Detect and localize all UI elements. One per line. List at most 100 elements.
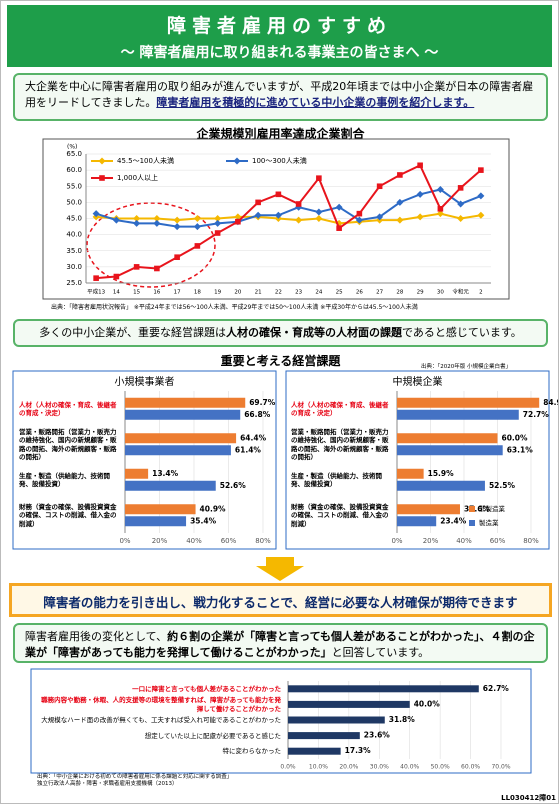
point-box: 多くの中小企業が、重要な経営課題は人材の確保・育成等の人材面の課題であると感じて… (13, 319, 548, 347)
point (235, 218, 241, 225)
point (173, 223, 181, 231)
x-tick-label: 29 (417, 290, 424, 296)
category-label: 財務（資金の確保、設備投資資金の確保、コストの削減、借入金の削減） (19, 503, 117, 528)
bar (125, 516, 187, 527)
point (315, 215, 323, 222)
chart-note: 出典：「障害者雇用状況報告」 ※平成24年までは56～100人未満、平成29年ま… (51, 304, 418, 311)
point (214, 230, 221, 236)
legend-label: 非製造業 (479, 504, 506, 513)
value-label: 23.6% (364, 731, 391, 740)
point (457, 215, 465, 222)
point (113, 273, 120, 280)
y-axis-label: (%) (67, 144, 77, 151)
source-line: 独立行政法人高齢・障害・求職者雇用支援機構（2013） (37, 781, 178, 788)
chart-title: 企業規模別雇用率達成企業割合 (196, 127, 365, 141)
point (316, 175, 322, 181)
series-line (96, 163, 482, 280)
subtitle: ～ 障害者雇用に取り組まれる事業主の皆さまへ ～ (120, 45, 439, 61)
intro-text: 大企業を中心に障害者雇用の取り組みが進んでいますが、平成20年頃までは中小企業が… (25, 80, 534, 109)
category-label: 営業・販路開拓（営業力・販売力の維持強化、国内の新規顧客・販路の開拓、海外の新規… (291, 428, 389, 461)
y-tick-label: 50.0 (66, 198, 82, 206)
x-tick-label: 60% (221, 537, 237, 545)
bar (125, 480, 216, 491)
y-tick-label: 55.0 (66, 182, 82, 190)
headline: 障害者の能力を引き出し、戦力化することで、経営に必要な人材確保が期待できます (9, 583, 552, 617)
category-label: 職務内容や勤務・休暇、人的支援等の環境を整備すれば、障害があっても能力を発揮して… (41, 696, 281, 713)
category-label: 特に変わらなかった (222, 747, 282, 756)
point (133, 219, 141, 227)
category-label: 生産・製造（供給能力、技術開発、設備投資） (19, 471, 110, 488)
bar (125, 504, 196, 515)
bar (288, 700, 410, 708)
point (193, 223, 201, 231)
x-tick-label: 26 (356, 290, 363, 296)
point (477, 211, 485, 219)
legend-label: 1,000人以上 (117, 173, 158, 182)
arrow (256, 557, 304, 581)
point (133, 264, 140, 270)
category-label: 一口に障害と言っても個人差があることがわかった (132, 684, 281, 693)
x-tick-label: 18 (194, 290, 201, 296)
doc-code: LL030412障01 (501, 794, 556, 802)
value-label: 61.4% (235, 445, 262, 454)
point (173, 216, 181, 224)
y-tick-label: 30.0 (66, 263, 82, 271)
value-label: 52.5% (489, 481, 516, 490)
point (355, 216, 363, 224)
bar (288, 732, 360, 740)
point (255, 199, 261, 206)
value-label: 31.8% (389, 715, 416, 724)
x-tick-label: 20 (234, 290, 241, 296)
point (193, 215, 201, 222)
point-emphasis: 約６割の企業が「障害と言っても個人差があることがわかった」、４割の企業が「障害が… (25, 630, 535, 659)
category-label: 生産・製造（供給能力、技術開発、設備投資） (291, 471, 382, 488)
point (376, 216, 384, 224)
point (174, 254, 180, 260)
x-tick-label: 40.0% (400, 764, 419, 771)
value-label: 40.9% (200, 504, 227, 513)
bar (125, 468, 149, 479)
category-label: 営業・販路開拓（営業力・販売力の維持強化、国内の新規顧客・販路の開拓、海外の新規… (19, 428, 117, 461)
section-title: 重要と考える経営課題 (220, 354, 341, 368)
x-tick-label: 24 (315, 290, 322, 296)
bar (288, 716, 385, 724)
x-tick-label: 0.0% (280, 764, 296, 771)
point (416, 213, 424, 221)
point (274, 215, 282, 222)
value-label: 15.9% (428, 469, 455, 478)
point (417, 162, 423, 169)
point (376, 183, 383, 190)
highlight-ellipse (86, 202, 216, 288)
point (274, 211, 282, 219)
point (478, 167, 484, 173)
bar (125, 397, 246, 408)
point (335, 219, 343, 227)
legend-label: 製造業 (479, 518, 499, 527)
legend-label: 45.5～100人未満 (117, 156, 174, 165)
point (355, 218, 363, 226)
point (234, 213, 242, 221)
x-tick-label: 10.0% (309, 764, 328, 771)
point-emphasis: 人材の確保・育成等の人材面の課題 (225, 326, 402, 339)
point (356, 210, 363, 217)
legend-marker (98, 157, 106, 165)
panel-title: 小規模事業者 (114, 377, 175, 388)
value-label: 37.6% (464, 504, 491, 513)
point (92, 213, 100, 221)
bar (397, 409, 519, 420)
legend-swatch (469, 506, 475, 512)
value-label: 13.4% (152, 469, 179, 478)
x-tick-label: 60% (490, 537, 506, 545)
point (477, 192, 485, 200)
category-label: 財務（資金の確保、設備投資資金の確保、コストの削減、借入金の削減） (291, 503, 389, 528)
point-text: 障害者雇用後の変化として、 (25, 630, 168, 643)
series-line (96, 212, 482, 225)
x-tick-label: 0% (391, 537, 402, 545)
point (335, 203, 343, 211)
intro-emphasis: 障害者雇用を積極的に進めている中小企業の事例を紹介します。 (156, 95, 475, 109)
x-tick-label: 平成13 (87, 288, 105, 296)
point (457, 200, 465, 208)
bar (397, 504, 460, 515)
value-label: 72.7% (523, 410, 550, 419)
point (254, 213, 262, 221)
